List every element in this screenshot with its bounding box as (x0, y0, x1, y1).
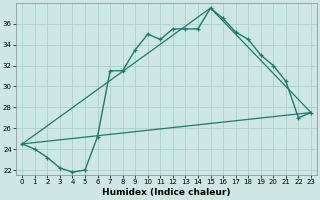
X-axis label: Humidex (Indice chaleur): Humidex (Indice chaleur) (102, 188, 231, 197)
